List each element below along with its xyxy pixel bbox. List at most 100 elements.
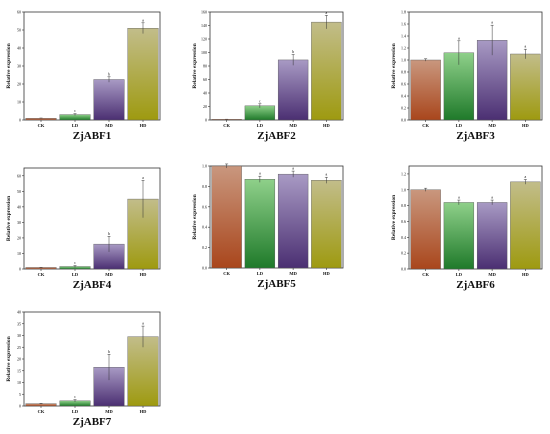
significance-label: a: [142, 175, 144, 180]
bar-md: [277, 173, 309, 269]
y-tick-label: 0.2: [401, 106, 406, 111]
x-tick-label: LD: [456, 272, 463, 277]
y-tick-label: 0: [205, 118, 207, 123]
bar-ck: [25, 403, 57, 407]
y-tick-label: 20: [17, 82, 21, 87]
y-tick-label: 60: [203, 77, 207, 82]
y-tick-label: 10: [17, 251, 21, 256]
panel-title: ZjABF1: [73, 130, 112, 142]
x-tick-label: HD: [522, 272, 530, 277]
x-tick-label: LD: [456, 123, 463, 128]
y-tick-label: 160: [201, 10, 207, 15]
bar-md: [277, 59, 309, 121]
significance-label: b: [108, 231, 110, 236]
y-tick-label: 100: [201, 50, 207, 55]
significance-label: c: [259, 98, 261, 103]
bar-md: [93, 79, 125, 121]
x-tick-label: MD: [289, 123, 297, 128]
y-tick-label: 1.8: [401, 10, 406, 15]
bar-md: [476, 202, 508, 270]
y-tick-label: 30: [17, 64, 21, 69]
y-tick-label: 1.0: [202, 164, 207, 169]
plot-frame: [408, 11, 543, 121]
y-tick-label: 0.6: [401, 219, 406, 224]
y-tick-label: 40: [203, 91, 207, 96]
bar-ck: [410, 189, 441, 270]
x-tick-label: LD: [257, 123, 264, 128]
y-tick-label: 60: [17, 173, 21, 178]
significance-label: a: [325, 10, 327, 15]
y-tick-label: 120: [201, 37, 207, 42]
bar-ck: [211, 165, 242, 269]
y-tick-label: 20: [17, 357, 21, 362]
y-tick-label: 10: [17, 380, 21, 385]
x-tick-label: CK: [223, 271, 230, 276]
y-tick-label: 20: [203, 104, 207, 109]
y-tick-label: 40: [17, 204, 21, 209]
y-tick-label: 0.6: [202, 204, 207, 209]
x-tick-label: MD: [488, 123, 496, 128]
chart-panel-6: 0.0 0.2 0.4 0.6 0.8 1.0 1.2 Relative expression…: [391, 165, 543, 291]
y-tick-label: 0.2: [401, 251, 406, 256]
bar-ld: [244, 179, 276, 269]
panel-title: ZjABF5: [257, 278, 296, 290]
significance-label: a: [491, 195, 493, 200]
y-tick-label: 10: [17, 100, 21, 105]
y-tick-label: 80: [203, 64, 207, 69]
y-axis-label: Relative expression: [6, 196, 12, 241]
significance-label: a: [524, 44, 526, 49]
panel-title: ZjABF2: [257, 130, 296, 142]
y-tick-label: 0.4: [202, 225, 207, 230]
x-tick-label: HD: [522, 123, 530, 128]
significance-label: a: [142, 17, 144, 22]
panel-title: ZjABF4: [73, 279, 112, 291]
chart-panel-5: 0.0 0.2 0.4 0.6 0.8 1.0 Relative expression CK a…: [192, 164, 344, 290]
significance-label: a: [458, 35, 460, 40]
x-tick-label: CK: [38, 123, 45, 128]
y-axis-label: Relative expression: [391, 43, 397, 88]
bar-hd: [510, 181, 541, 270]
y-tick-label: 0.8: [202, 184, 207, 189]
chart-panel-1: 0 10 20 30 40 50 60 Relative expression CK c LD b MD…: [6, 10, 161, 142]
x-tick-label: MD: [289, 271, 297, 276]
x-tick-label: HD: [140, 409, 148, 414]
y-tick-label: 0.8: [401, 203, 406, 208]
y-tick-label: 0.4: [401, 94, 406, 99]
x-tick-label: CK: [38, 409, 45, 414]
x-tick-label: HD: [323, 123, 331, 128]
y-tick-label: 0.0: [401, 267, 406, 272]
x-tick-label: LD: [72, 409, 79, 414]
y-axis-label: Relative expression: [391, 195, 397, 240]
significance-label: c: [74, 260, 76, 265]
y-tick-label: 0: [19, 404, 21, 409]
panel-title: ZjABF7: [73, 416, 112, 428]
y-tick-label: 35: [17, 321, 21, 326]
y-tick-label: 0.6: [401, 82, 406, 87]
significance-label: a: [325, 172, 327, 177]
y-tick-label: 60: [17, 10, 21, 15]
y-tick-label: 0.0: [401, 118, 406, 123]
plot-frame: [408, 165, 543, 270]
plot-frame: [209, 165, 344, 269]
x-tick-label: HD: [140, 272, 148, 277]
bar-hd: [311, 180, 342, 269]
x-tick-label: MD: [105, 272, 113, 277]
x-tick-label: MD: [105, 409, 113, 414]
y-tick-label: 1.6: [401, 22, 406, 27]
y-tick-label: 5: [19, 392, 21, 397]
panel-title: ZjABF6: [456, 279, 495, 291]
bar-ck: [410, 59, 441, 121]
significance-label: b: [292, 49, 294, 54]
bar-hd: [510, 53, 541, 121]
bar-ck: [25, 267, 57, 270]
bar-ld: [443, 202, 475, 270]
y-tick-label: 1.2: [401, 171, 406, 176]
y-tick-label: 50: [17, 28, 21, 33]
bar-ld: [244, 105, 276, 121]
significance-label: a: [458, 195, 460, 200]
x-tick-label: CK: [422, 123, 429, 128]
y-tick-label: 15: [17, 368, 21, 373]
y-axis-label: Relative expression: [192, 194, 198, 239]
chart-panel-7: 0 5 10 15 20 25 30 35 40 Relative expression CK c LD…: [6, 310, 161, 428]
panel-title: ZjABF3: [456, 130, 495, 142]
